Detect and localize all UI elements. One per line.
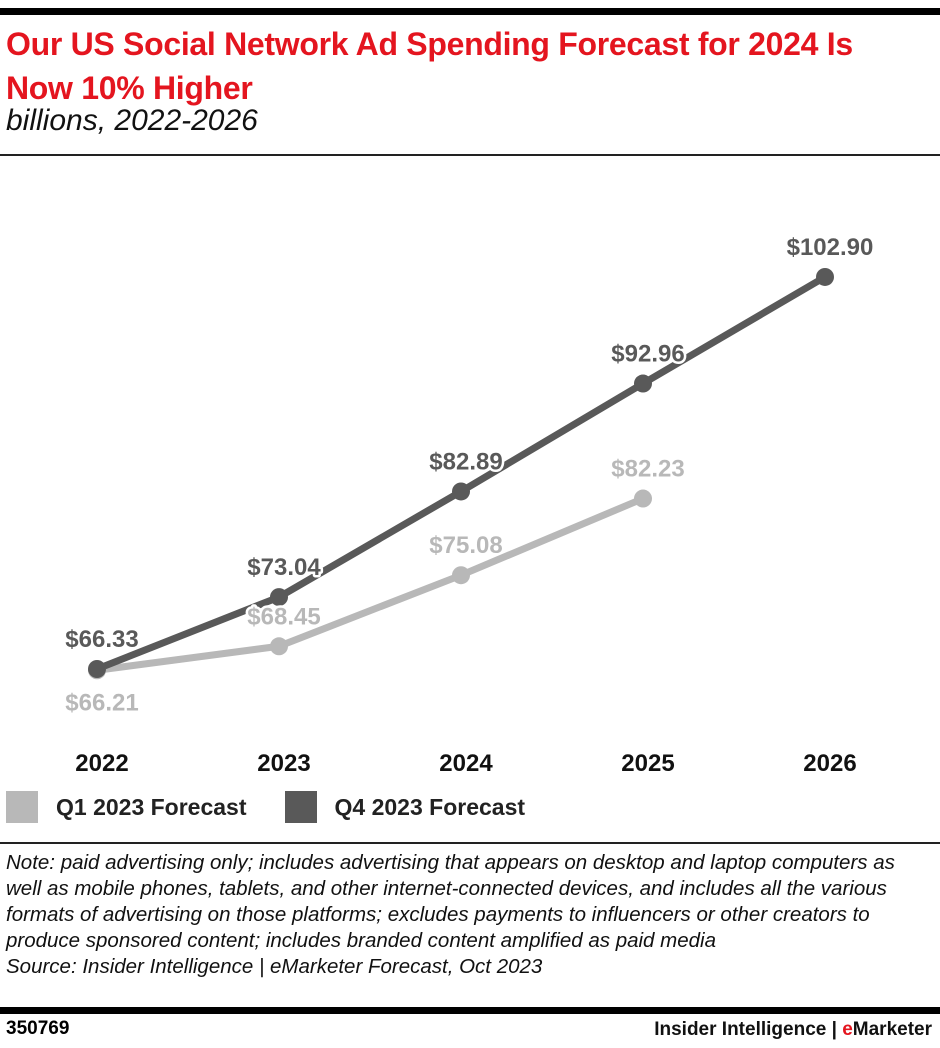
data-label: $66.21	[65, 689, 138, 716]
data-point	[270, 588, 288, 607]
chart-id: 350769	[6, 1018, 70, 1039]
note-text: Note: paid advertising only; includes ad…	[6, 851, 895, 952]
data-point	[88, 660, 106, 678]
data-label: $68.45	[247, 603, 320, 630]
legend-label-q1: Q1 2023 Forecast	[56, 793, 247, 820]
x-tick-label: 2022	[75, 750, 128, 777]
brand-e: e	[842, 1019, 853, 1040]
legend-swatch-q4	[284, 791, 317, 823]
series-line-q1	[96, 495, 645, 674]
brand-logo: Insider Intelligence | eMarketer	[654, 1019, 932, 1041]
data-point	[634, 374, 652, 393]
data-point	[634, 489, 652, 508]
top-bar	[0, 8, 940, 15]
data-label: $82.23	[611, 456, 684, 483]
legend-label-q4: Q4 2023 Forecast	[334, 793, 526, 820]
data-point	[452, 482, 470, 501]
note: Note: paid advertising only; includes ad…	[6, 850, 931, 980]
data-point	[452, 566, 470, 585]
line-chart: 2022 2023 2024 2025 2026 $66.21 $68.45 $75.08 $8…	[65, 233, 874, 777]
x-tick-label: 2026	[803, 750, 856, 777]
x-tick-label: 2025	[621, 750, 674, 777]
data-label: $102.90	[787, 234, 874, 261]
data-point	[270, 637, 288, 656]
data-label: $75.08	[429, 532, 502, 559]
data-label: $92.96	[611, 341, 684, 368]
data-point	[816, 267, 834, 286]
x-tick-label: 2024	[439, 750, 493, 777]
note-divider	[0, 842, 940, 844]
data-label: $66.33	[65, 626, 138, 653]
brand-rest: Marketer	[852, 1019, 932, 1040]
legend: Q1 2023 Forecast Q4 2023 Forecast	[6, 791, 525, 823]
chart-title: Our US Social Network Ad Spending Foreca…	[6, 26, 853, 106]
data-label: $73.04	[247, 554, 321, 581]
chart-subtitle: billions, 2022-2026	[6, 104, 258, 137]
data-label: $82.89	[429, 448, 502, 475]
legend-swatch-q1	[6, 791, 38, 823]
source-text: Source: Insider Intelligence | eMarketer…	[6, 955, 543, 978]
bottom-bar	[0, 1007, 940, 1014]
brand-main: Insider Intelligence |	[654, 1019, 843, 1040]
x-tick-label: 2023	[257, 750, 310, 777]
title-divider	[0, 154, 940, 156]
